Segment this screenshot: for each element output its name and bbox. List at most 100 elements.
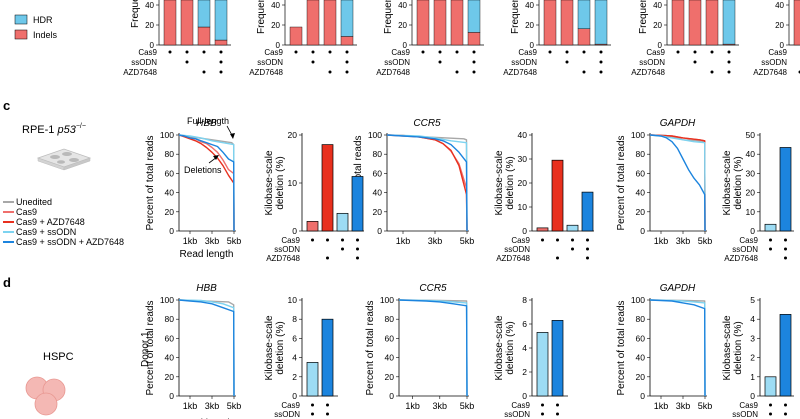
- y-tick-label: 40: [165, 188, 175, 198]
- condition-dot: [769, 238, 772, 242]
- y-tick-label: 0: [292, 226, 297, 236]
- y-tick-label: 40: [746, 149, 756, 159]
- top-condition-label: ssODN: [384, 58, 410, 67]
- condition-dot: [586, 247, 589, 251]
- bar: [581, 191, 594, 232]
- y-tick-label: 1: [750, 372, 755, 382]
- top-ylabel: Frequency: [510, 0, 521, 34]
- y-tick-label: 60: [165, 333, 175, 343]
- top-condition-dot: [582, 50, 586, 54]
- bar: [779, 147, 792, 232]
- y-tick-label: 40: [636, 353, 646, 363]
- y-tick-label: 80: [636, 149, 646, 159]
- annotation-deletions: Deletions: [184, 165, 222, 175]
- top-condition-dot: [294, 50, 298, 54]
- x-tick-label: 5kb: [460, 236, 475, 246]
- condition-label: ssODN: [732, 410, 758, 419]
- condition-label: Cas9: [281, 236, 300, 245]
- top-condition-dot: [599, 60, 603, 64]
- condition-dot: [326, 256, 329, 260]
- x-tick-label: 5kb: [698, 236, 713, 246]
- top-bar-indels: [671, 0, 685, 46]
- condition-label: ssODN: [274, 245, 300, 254]
- top-legend: HDR Indels: [14, 14, 58, 40]
- y-tick-label: 0: [292, 391, 297, 401]
- top-bar-indels: [705, 0, 719, 46]
- bar: [536, 332, 549, 397]
- bar: [764, 376, 777, 397]
- condition-dot: [769, 403, 772, 407]
- legend-label: Unedited: [16, 197, 52, 207]
- top-bar-hdr: [197, 0, 211, 28]
- condition-dot: [769, 412, 772, 416]
- bar: [764, 223, 777, 232]
- bar: [551, 320, 564, 397]
- gene-title: HBB: [196, 118, 217, 129]
- condition-dot: [784, 247, 787, 251]
- top-bar-indels: [543, 0, 557, 46]
- x-tick-label: 5kb: [698, 401, 713, 411]
- top-bar-indels: [289, 26, 303, 46]
- y-tick-label: 100: [160, 295, 174, 305]
- y-tick-label: 40: [385, 353, 395, 363]
- series-line-cas9-ssodn: [398, 299, 468, 397]
- condition-label: AZD7648: [724, 254, 758, 263]
- top-condition-dot: [219, 70, 223, 74]
- top-condition-label: ssODN: [639, 58, 665, 67]
- y-tick-label: 100: [380, 295, 394, 305]
- condition-dot: [571, 247, 574, 251]
- top-ytick-label: 20: [525, 21, 534, 30]
- series-line-unedited: [398, 299, 468, 397]
- top-condition-dot: [710, 50, 714, 54]
- top-ytick-label: 20: [775, 21, 784, 30]
- top-ylabel: Frequency: [638, 0, 649, 34]
- condition-dot: [341, 238, 344, 242]
- top-condition-dot: [565, 50, 569, 54]
- y-tick-label: 10: [288, 295, 298, 305]
- bar: [306, 362, 319, 397]
- condition-dot: [784, 412, 787, 416]
- top-condition-label: ssODN: [131, 58, 157, 67]
- legend-label-hdr: HDR: [33, 15, 53, 25]
- condition-dot: [311, 403, 314, 407]
- y-tick-label: 4: [750, 314, 755, 324]
- y-tick-label: 6: [522, 319, 527, 329]
- bar: [779, 314, 792, 397]
- y-tick-label: 2: [292, 372, 297, 382]
- y-tick-label: 0: [522, 391, 527, 401]
- condition-dot: [556, 412, 559, 416]
- y-tick-label: 40: [165, 353, 175, 363]
- top-condition-dot: [599, 50, 603, 54]
- curve-panel-gapdh: 0 20 40 60 80 100 1kb 3kb 5kb GAPDH Percent of tot…: [616, 283, 712, 411]
- x-tick-label: 5kb: [460, 401, 475, 411]
- y-tick-label: 80: [385, 314, 395, 324]
- top-ytick-label: 0: [150, 41, 155, 50]
- top-condition-dot: [328, 70, 332, 74]
- bar-panel-hbb: 0 10 20 Kilobase-scale deletion (%) Cas9ssODN…: [264, 130, 364, 263]
- top-condition-label: Cas9: [391, 48, 410, 57]
- condition-label: Cas9: [511, 236, 530, 245]
- condition-dot: [586, 256, 589, 260]
- y-tick-label: 20: [288, 130, 298, 140]
- x-tick-label: 1kb: [654, 401, 669, 411]
- top-ylabel: Frequen: [130, 0, 141, 28]
- series-line-cas9-ssodn-azd7648: [178, 134, 235, 232]
- top-condition-dot: [421, 50, 425, 54]
- condition-label: ssODN: [504, 410, 530, 419]
- gene-title: GAPDH: [660, 283, 696, 294]
- condition-label: ssODN: [504, 245, 530, 254]
- y-tick-label: 10: [288, 178, 298, 188]
- y-tick-label: 20: [518, 178, 528, 188]
- series-line-unedited: [178, 134, 235, 232]
- x-tick-label: 3kb: [428, 236, 443, 246]
- top-bar-hdr: [467, 0, 481, 33]
- y-tick-label: 20: [636, 372, 646, 382]
- top-condition-dot: [693, 60, 697, 64]
- y-tick-label: 100: [631, 295, 645, 305]
- y-tick-label: 30: [518, 154, 528, 164]
- y-tick-label: 30: [746, 168, 756, 178]
- top-bar-indels: [467, 32, 481, 46]
